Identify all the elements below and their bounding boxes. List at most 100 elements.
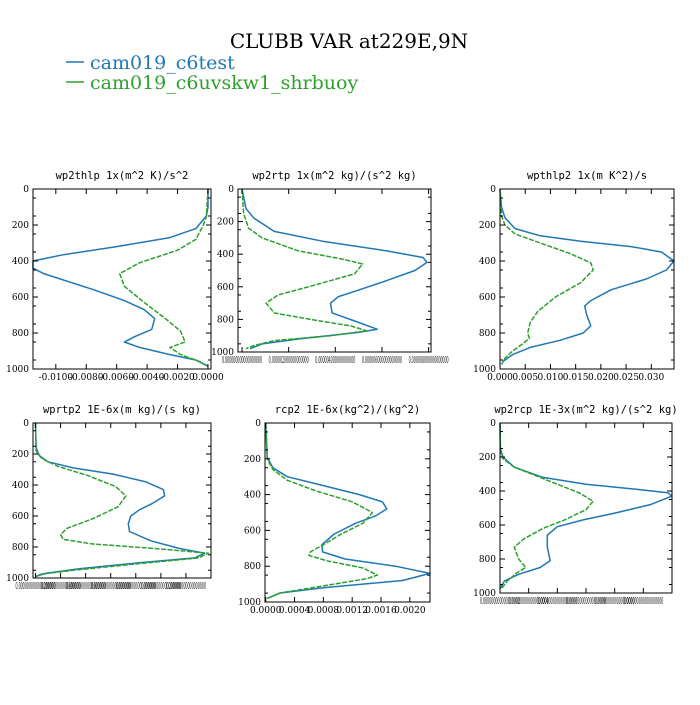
legend-label-1: cam019_c6test <box>90 52 235 74</box>
series-line-1 <box>264 422 431 600</box>
y-tick-label: 600 <box>12 293 29 303</box>
y-tick-label: 0 <box>490 185 496 195</box>
x-tick-label: 0.000000000000000000 <box>16 582 56 592</box>
series-line-2 <box>118 188 209 367</box>
panel-title: rcp2 1E-6x(kg^2)/(kg^2) <box>275 404 420 416</box>
y-tick-label: 800 <box>12 543 29 553</box>
x-tick-label: 0.0020 <box>394 606 426 616</box>
axis-frame <box>264 422 431 603</box>
panel-3: wpthlp2 1x(m K^2)/s020040060080010000.00… <box>473 170 675 383</box>
series-line-2 <box>264 422 379 600</box>
x-tick-label: -0.0080 <box>69 373 104 383</box>
series-line-2 <box>499 188 595 365</box>
x-tick-label: -0.0020 <box>160 373 195 383</box>
x-tick-label: 0.000008000000000000 <box>409 356 449 366</box>
series-line-2 <box>34 422 210 578</box>
y-tick-label: 200 <box>244 455 261 465</box>
y-tick-label: 800 <box>12 329 29 339</box>
x-tick-label: 0.000600000000000000 <box>566 597 606 607</box>
y-tick-label: 1000 <box>211 348 234 358</box>
y-tick-label: 1000 <box>6 365 29 375</box>
x-tick-label: 0.020 <box>588 373 614 383</box>
y-tick-label: 800 <box>479 329 496 339</box>
x-tick-label: 0.0000 <box>250 606 282 616</box>
x-tick-label: 0.0004 <box>279 606 311 616</box>
x-tick-label: 0.0012 <box>336 606 368 616</box>
y-tick-label: 200 <box>12 450 29 460</box>
panel-title: wp2rcp 1E-3x(m^2 kg)/(s^2 kg) <box>494 404 677 416</box>
x-tick-label: 0.005 <box>512 373 538 383</box>
panels: wp2thlp 1x(m^2 K)/s^2 0 200 400 600 800 1000 -0… <box>6 170 678 616</box>
y-tick-label: 400 <box>217 250 234 260</box>
axis-frame <box>32 422 212 579</box>
x-tick-label: 0.030 <box>638 373 664 383</box>
series-line-1 <box>499 422 673 590</box>
x-tick-label: 1.000000000000000000 <box>141 582 181 592</box>
series-line-1 <box>34 422 206 578</box>
x-tick-label: 0.000004000000000000 <box>315 356 355 366</box>
panel-1: wp2thlp 1x(m^2 K)/s^2 0 200 400 600 800 1000 -0… <box>6 170 224 383</box>
x-tick-label: 0.015 <box>563 373 589 383</box>
x-tick-label: 0.000002000000000000 <box>269 356 309 366</box>
x-tick-label: 0.600000000000000000 <box>91 582 131 592</box>
y-tick-label: 800 <box>217 315 234 325</box>
series-line-1 <box>241 188 428 350</box>
series-line-1 <box>32 189 209 367</box>
x-tick-label: 1.200000000000000000 <box>166 582 206 592</box>
y-tick-label: 600 <box>12 512 29 522</box>
axis-frame <box>237 188 432 353</box>
legend: cam019_c6test cam019_c6uvskw1_shrbuoy <box>66 52 358 94</box>
x-tick-label: 0.400000000000000000 <box>66 582 106 592</box>
y-tick-label: 400 <box>244 491 261 501</box>
x-tick-label: 0.800000000000000000 <box>116 582 156 592</box>
y-tick-label: 200 <box>479 453 496 463</box>
x-tick-label: 0.0008 <box>308 606 340 616</box>
y-tick-label: 0 <box>228 185 234 195</box>
x-tick-label: 0.000 <box>487 373 513 383</box>
axis-frame <box>32 188 212 370</box>
y-tick-label: 400 <box>479 257 496 267</box>
panel-2: wp2rtp 1x(m^2 kg)/(s^2 kg) 0 200 400 600 800 1… <box>211 170 449 366</box>
x-tick-label: 0.000800000000000000 <box>595 597 635 607</box>
series-line-2 <box>241 188 368 350</box>
panel-title: wp2thlp 1x(m^2 K)/s^2 <box>56 170 189 182</box>
x-tick-label: 0.0000 <box>192 373 224 383</box>
x-tick-label: -0.0060 <box>99 373 134 383</box>
x-tick-label: -0.0040 <box>130 373 165 383</box>
y-tick-label: 600 <box>244 526 261 536</box>
axis-frame <box>499 422 673 594</box>
x-tick-label: 0.200000000000000000 <box>41 582 81 592</box>
y-tick-label: 800 <box>244 562 261 572</box>
y-tick-label: 0 <box>255 419 261 429</box>
x-tick-label: 0.000000000000000000 <box>222 356 262 366</box>
y-tick-label: 1000 <box>473 589 496 599</box>
series-line-1 <box>499 188 675 363</box>
figure-title: CLUBB VAR at229E,9N <box>230 29 468 53</box>
y-tick-label: 1000 <box>6 574 29 584</box>
y-tick-label: 600 <box>479 521 496 531</box>
y-tick-label: 400 <box>12 257 29 267</box>
y-tick-label: 200 <box>479 221 496 231</box>
y-tick-label: 400 <box>12 481 29 491</box>
y-tick-label: 200 <box>12 221 29 231</box>
panel-4: wprtp2 1E-6x(m kg)/(s kg) 0 200 400 600 800 10… <box>6 404 212 592</box>
panel-title: wpthlp2 1x(m K^2)/s <box>527 170 647 182</box>
x-tick-label: 0.000200000000000000 <box>509 597 549 607</box>
x-tick-label: 0.001000000000000000 <box>623 597 663 607</box>
y-tick-label: 0 <box>23 185 29 195</box>
series-line-2 <box>499 422 594 590</box>
panel-title: wprtp2 1E-6x(m kg)/(s kg) <box>43 404 201 416</box>
y-tick-label: 200 <box>217 218 234 228</box>
y-tick-label: 0 <box>23 419 29 429</box>
x-tick-label: -0.0100 <box>39 373 74 383</box>
x-tick-label: 0.010 <box>538 373 564 383</box>
y-tick-label: 0 <box>490 419 496 429</box>
x-tick-label: 0.000006000000000000 <box>362 356 402 366</box>
legend-label-2: cam019_c6uvskw1_shrbuoy <box>90 72 358 94</box>
y-tick-label: 600 <box>479 293 496 303</box>
y-tick-label: 1000 <box>473 365 496 375</box>
panel-5: rcp2 1E-6x(kg^2)/(kg^2) 0 200 400 600 800 1000… <box>238 404 431 616</box>
y-tick-label: 800 <box>479 555 496 565</box>
